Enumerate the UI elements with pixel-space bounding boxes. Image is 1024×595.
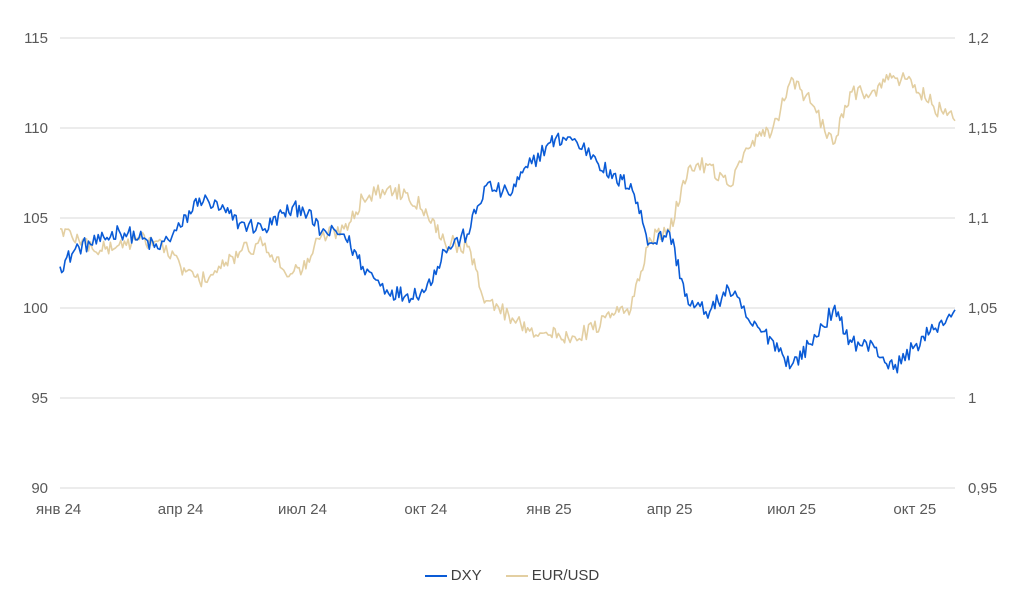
legend-label-eurusd: EUR/USD xyxy=(531,566,600,584)
y-right-tick-label: 1,2 xyxy=(968,30,989,47)
y-right-tick-label: 1,15 xyxy=(968,120,997,137)
legend-item-eurusd[interactable]: EUR/USD xyxy=(505,566,600,584)
legend-label-dxy: DXY xyxy=(450,566,482,584)
x-tick-label: июл 24 xyxy=(278,501,327,518)
y-right-tick-label: 1 xyxy=(968,390,976,407)
x-tick-label: янв 25 xyxy=(526,501,571,518)
y-left-tick-label: 105 xyxy=(23,210,48,227)
x-tick-label: апр 24 xyxy=(158,501,204,518)
legend-swatch-dxy xyxy=(424,575,447,577)
x-tick-label: окт 25 xyxy=(893,501,936,518)
x-tick-label: янв 24 xyxy=(36,501,81,518)
y-left-tick-label: 110 xyxy=(24,120,48,137)
legend-swatch-eurusd xyxy=(505,575,528,577)
y-left-tick-label: 100 xyxy=(23,300,48,317)
x-tick-label: апр 25 xyxy=(647,501,693,518)
series-line-dxy xyxy=(59,132,956,374)
y-right-tick-label: 0,95 xyxy=(968,480,997,497)
legend-item-dxy[interactable]: DXY xyxy=(424,566,482,584)
legend: DXY EUR/USD xyxy=(0,563,1024,584)
series-line-eurusd xyxy=(59,72,956,344)
y-right-tick-label: 1,1 xyxy=(968,210,989,227)
x-tick-label: июл 25 xyxy=(767,501,816,518)
y-left-tick-label: 95 xyxy=(31,390,48,407)
y-right-tick-label: 1,05 xyxy=(968,300,997,317)
y-left-tick-label: 90 xyxy=(31,480,48,497)
y-left-tick-label: 115 xyxy=(24,30,48,47)
x-tick-label: окт 24 xyxy=(404,501,447,518)
